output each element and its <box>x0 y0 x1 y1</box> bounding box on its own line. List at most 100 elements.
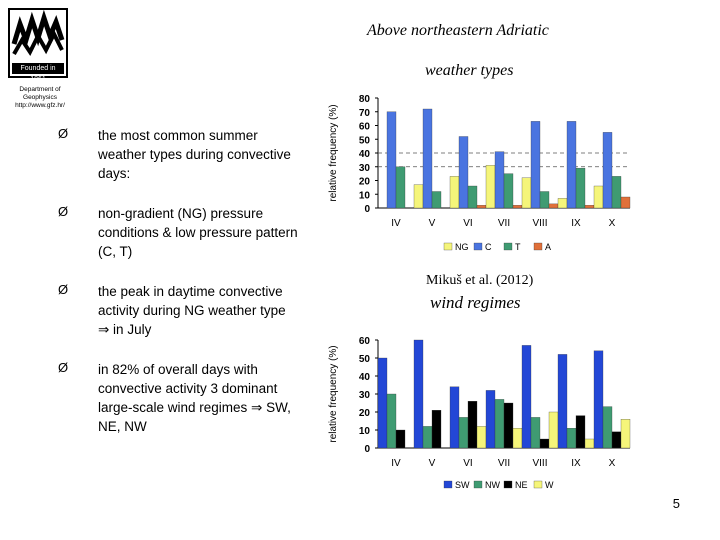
x-tick-label: IX <box>571 458 581 469</box>
legend-swatch-t <box>503 242 513 251</box>
bar-nw <box>494 399 505 449</box>
weather-types-chart-svg: relative frequency (%) 0 10 20 30 40 50 60 70 80 I… <box>328 94 631 252</box>
bar-ng <box>557 198 568 209</box>
x-tick-label: IX <box>571 218 581 229</box>
bar-c <box>386 111 397 209</box>
y-tick-label: 10 <box>359 190 371 201</box>
bar-ne <box>539 438 550 449</box>
bar-ne <box>431 410 442 449</box>
bullet-marker: Ø <box>58 204 69 219</box>
x-tick-label: V <box>429 458 436 469</box>
bar-t <box>503 173 514 209</box>
bullet-marker: Ø <box>58 360 69 375</box>
department-line: Geophysics <box>23 94 57 101</box>
bar-t <box>395 166 406 209</box>
bar-nw <box>422 426 433 449</box>
bar-nw <box>530 417 541 449</box>
bar-nw <box>566 428 577 449</box>
legend-swatch-w <box>533 480 543 489</box>
bar-t <box>539 191 550 209</box>
bar-nw <box>458 417 469 449</box>
y-tick-label: 40 <box>359 149 371 160</box>
bar-ng <box>413 184 424 209</box>
legend-label-t: T <box>515 242 521 252</box>
wind-regimes-title: wind regimes <box>430 293 521 312</box>
department-line: Department of <box>19 86 61 93</box>
bar-ng <box>593 185 604 209</box>
bar-sw <box>557 354 568 449</box>
bar-ne <box>395 429 406 449</box>
y-tick-label: 50 <box>359 354 371 365</box>
legend-swatch-a <box>533 242 543 251</box>
bar-sw <box>449 386 460 449</box>
department-url: http://www.gfz.hr/ <box>15 102 65 109</box>
legend-swatch-sw <box>443 480 453 489</box>
y-tick-label: 20 <box>359 408 371 419</box>
bar-nw <box>386 393 397 449</box>
bar-c <box>494 151 505 209</box>
bar-sw <box>593 350 604 449</box>
legend-label-c: C <box>485 242 492 252</box>
chart-subtitle: weather types <box>425 62 514 79</box>
bullet-text: the peak in daytime convective activity … <box>98 284 286 337</box>
bar-ng <box>485 165 496 209</box>
y-tick-label: 30 <box>359 390 371 401</box>
bar-sw <box>485 390 496 449</box>
page-number: 5 <box>672 496 680 511</box>
bar-t <box>431 191 442 209</box>
logo-graphic <box>11 9 65 56</box>
department-label: Department of Geophysics http://www.gfz.… <box>4 86 76 110</box>
y-tick-label: 20 <box>359 177 371 188</box>
y-tick-label: 30 <box>359 163 371 174</box>
legend-swatch-ne <box>503 480 513 489</box>
bar-ne <box>611 431 622 449</box>
y-axis-label: relative frequency (%) <box>328 104 339 201</box>
logo-founded-text: Founded in 1861 <box>12 63 64 83</box>
bar-ne <box>503 402 514 449</box>
bullet-text: non-gradient (NG) pressure conditions & … <box>98 206 298 259</box>
page-title: Above northeastern Adriatic <box>367 22 549 39</box>
x-tick-label: VI <box>463 458 472 469</box>
bar-a <box>548 203 559 209</box>
bullet-text: the most common summer weather types dur… <box>98 128 291 181</box>
legend-label-w: W <box>545 480 554 490</box>
bar-sw <box>521 345 532 449</box>
y-tick-label: 60 <box>359 122 371 133</box>
bar-a <box>584 205 595 209</box>
bar-c <box>566 121 577 209</box>
y-tick-label: 0 <box>364 444 370 455</box>
legend-swatch-c <box>473 242 483 251</box>
x-tick-label: V <box>429 218 436 229</box>
y-axis-label: relative frequency (%) <box>328 345 339 442</box>
legend-label-sw: SW <box>455 480 470 490</box>
institution-logo: Founded in 1861 <box>8 8 68 83</box>
x-tick-label: VI <box>463 218 472 229</box>
y-tick-label: 70 <box>359 108 371 119</box>
legend-label-a: A <box>545 242 551 252</box>
bullet-marker: Ø <box>58 282 69 297</box>
bar-nw <box>602 406 613 449</box>
y-tick-label: 10 <box>359 426 371 437</box>
bar-ng <box>521 177 532 209</box>
bar-w <box>584 438 595 449</box>
bar-t <box>611 176 622 209</box>
legend-label-ne: NE <box>515 480 528 490</box>
bar-a <box>476 205 487 209</box>
y-tick-label: 40 <box>359 372 371 383</box>
bar-a <box>620 196 631 209</box>
bar-w <box>476 426 487 449</box>
legend-label-ng: NG <box>455 242 469 252</box>
x-tick-label: IV <box>391 458 401 469</box>
x-tick-label: IV <box>391 218 401 229</box>
legend-swatch-ng <box>443 242 453 251</box>
bar-t <box>467 185 478 209</box>
bar-ne <box>575 415 586 449</box>
bar-sw <box>377 357 388 449</box>
wind-regimes-chart-svg: relative frequency (%) 0 10 20 30 40 50 60 IV V VI… <box>328 336 631 490</box>
bar-w <box>512 428 523 449</box>
bar-ne <box>467 401 478 449</box>
weather-types-chart: relative frequency (%) 0 10 20 30 40 50 60 70 80 I… <box>322 90 642 262</box>
bar-c <box>422 108 433 209</box>
bar-c <box>458 136 469 209</box>
bullet-text: in 82% of overall days with convective a… <box>98 362 291 434</box>
